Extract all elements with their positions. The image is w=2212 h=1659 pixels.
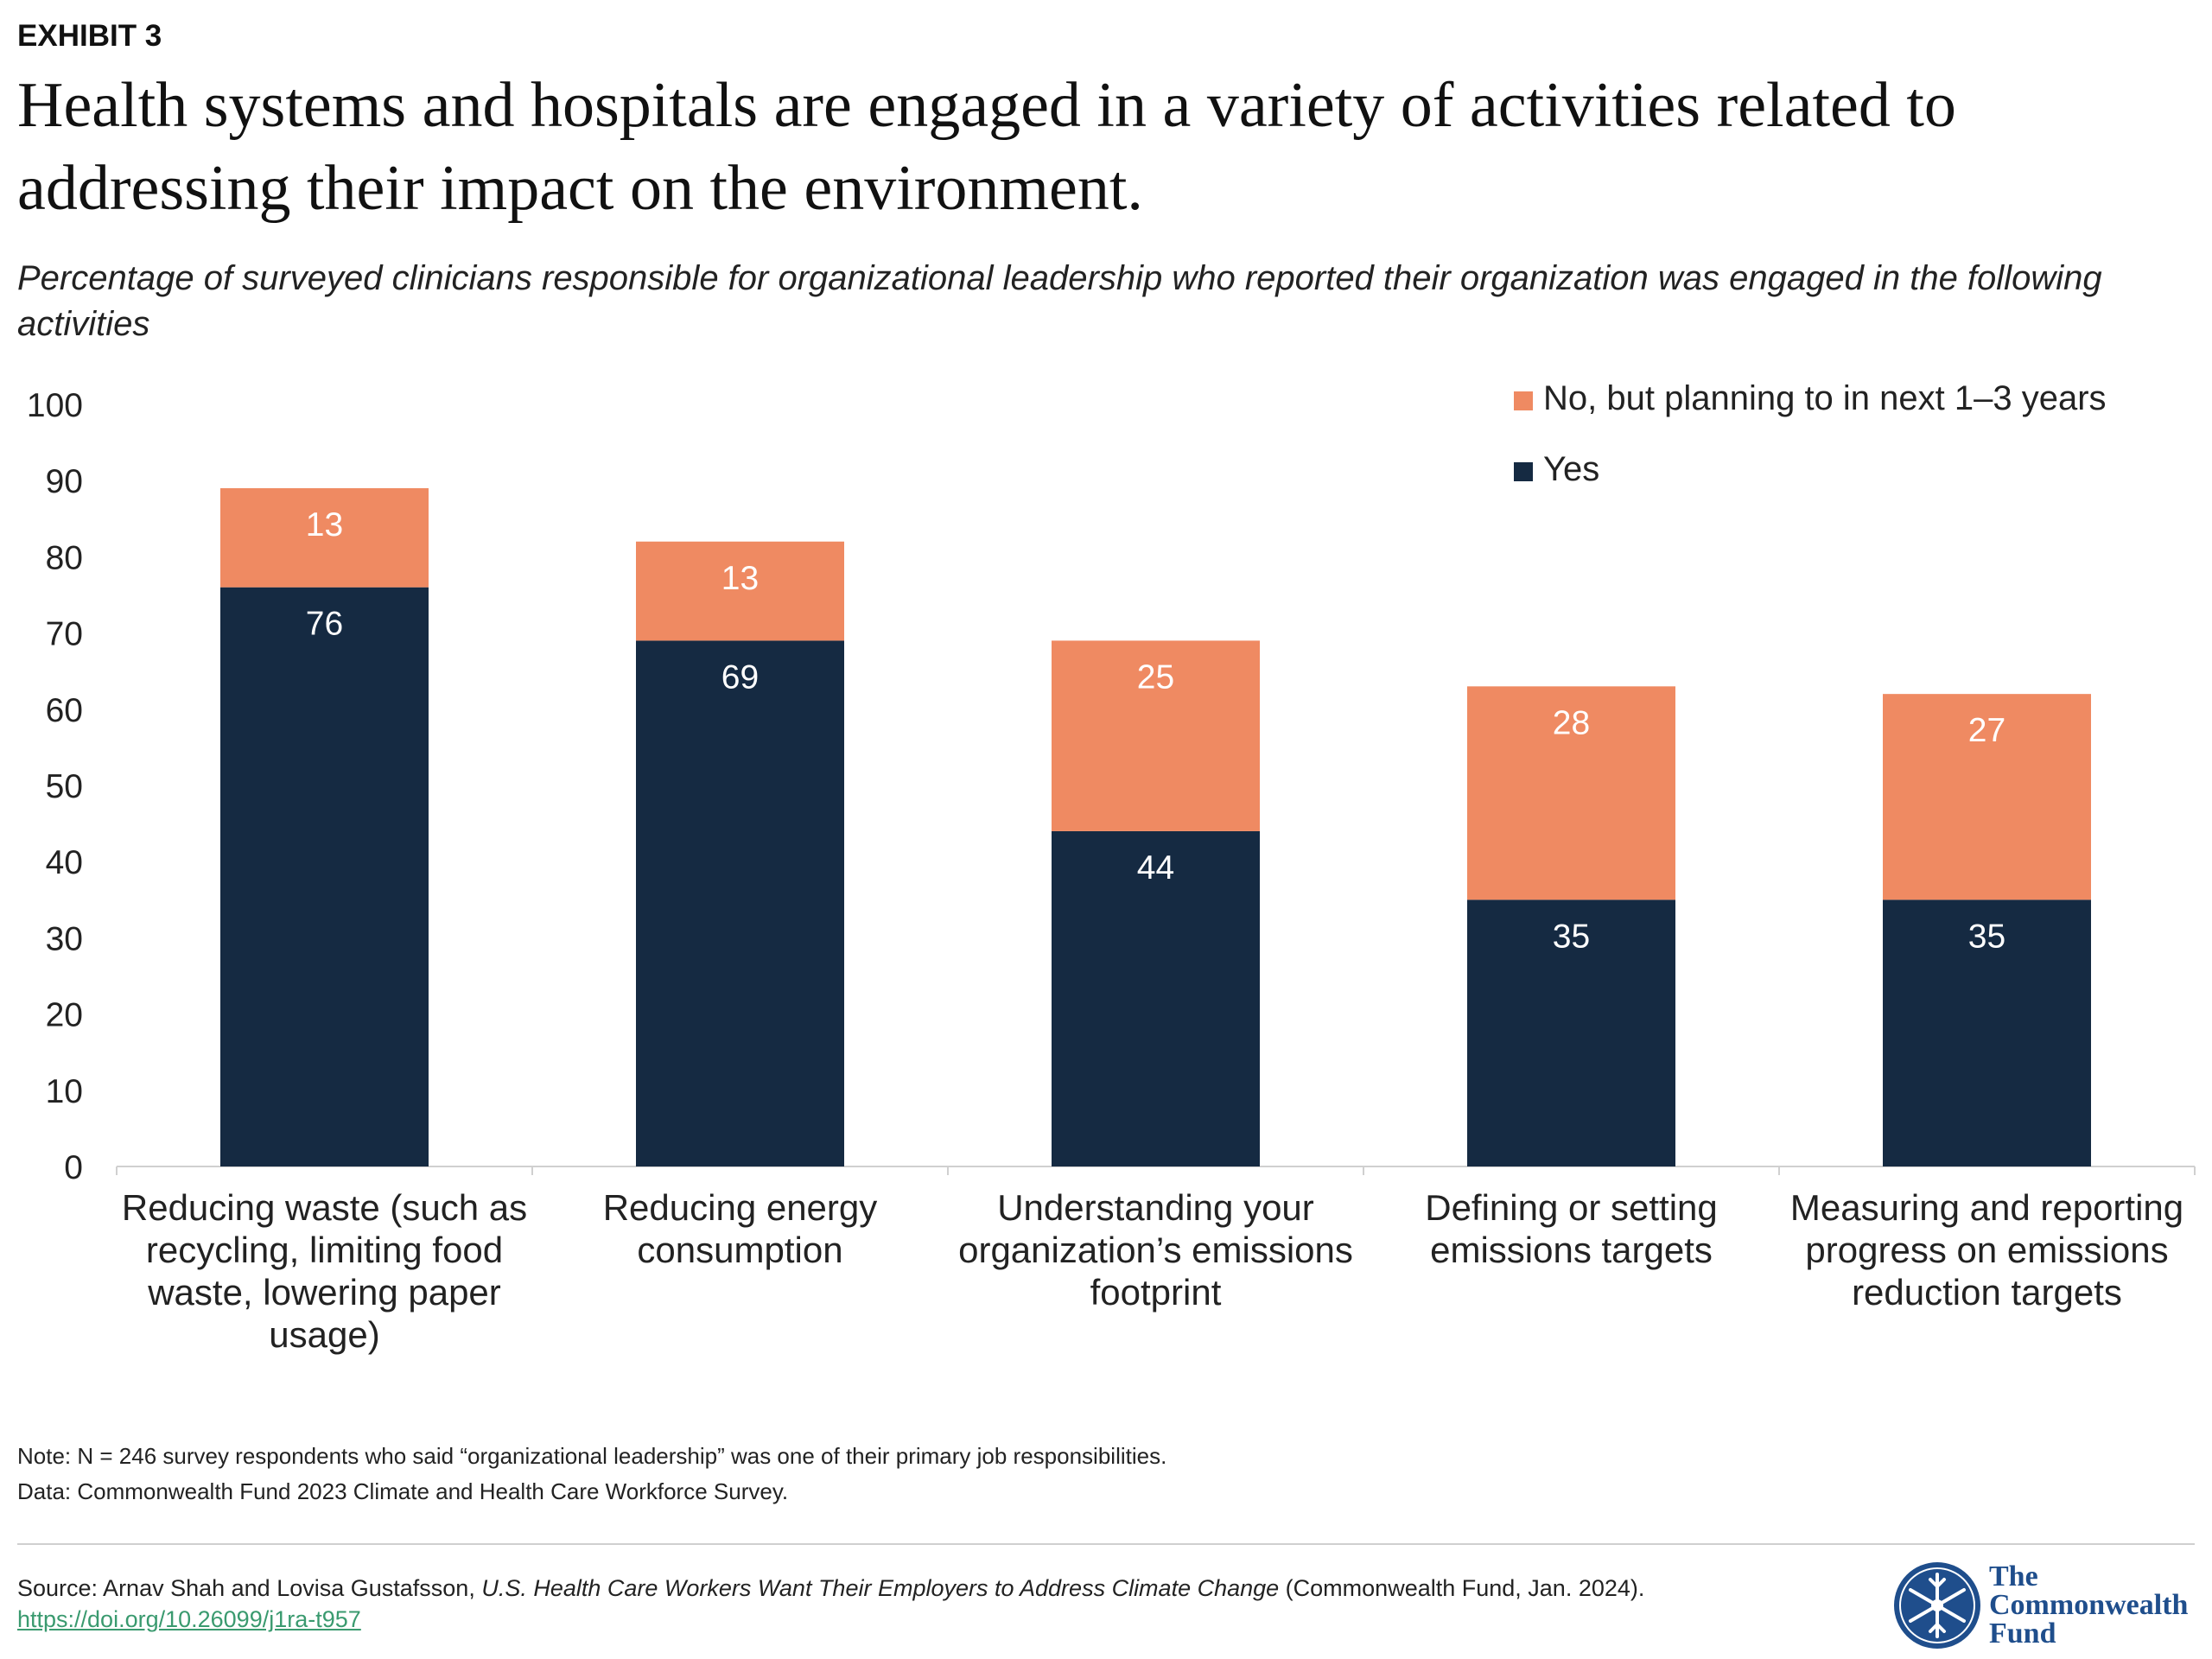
- logo-line-commonwealth: Commonwealth: [1989, 1589, 2189, 1621]
- note-text: Note: N = 246 survey respondents who sai…: [17, 1443, 1167, 1469]
- data-label: 76: [306, 606, 343, 643]
- data-label: 25: [1137, 658, 1174, 696]
- bar-planning-4: [1883, 694, 2091, 900]
- bar-planning-1: [636, 541, 844, 641]
- data-label: 44: [1137, 849, 1174, 887]
- data-label: 35: [1968, 918, 2005, 955]
- x-category-label: Defining or setting emissions targets: [1425, 1187, 1718, 1270]
- bar-yes-1: [636, 640, 844, 1166]
- x-category-label: Understanding your organization’s emissio…: [958, 1187, 1353, 1313]
- bar-yes-4: [1883, 899, 2091, 1166]
- y-tick-label: 90: [46, 463, 83, 500]
- exhibit-label: EXHIBIT 3: [17, 19, 162, 53]
- y-tick-label: 40: [46, 844, 83, 881]
- y-tick-label: 50: [46, 768, 83, 805]
- source-citation: Source: Arnav Shah and Lovisa Gustafsson…: [17, 1573, 1659, 1635]
- bar-planning-0: [220, 488, 429, 588]
- bar-planning-2: [1052, 640, 1260, 831]
- data-label: 13: [721, 560, 759, 597]
- logo-line-the: The: [1989, 1560, 2038, 1592]
- y-tick-label: 30: [46, 920, 83, 957]
- legend-label: Yes: [1543, 450, 1599, 488]
- y-tick-label: 80: [46, 539, 83, 576]
- footer-divider: [17, 1543, 2195, 1545]
- bar-yes-0: [220, 587, 429, 1166]
- commonwealth-fund-logo[interactable]: The Commonwealth Fund: [1892, 1560, 2203, 1656]
- x-category-label: Measuring and reporting progress on emiss…: [1790, 1187, 2183, 1313]
- bar-yes-2: [1052, 830, 1260, 1166]
- data-label: 69: [721, 658, 759, 696]
- chart-title: Health systems and hospitals are engaged…: [17, 70, 1956, 224]
- data-label: 27: [1968, 712, 2005, 749]
- source-suffix: (Commonwealth Fund, Jan. 2024).: [1279, 1575, 1645, 1601]
- data-source-text: Data: Commonwealth Fund 2023 Climate and…: [17, 1478, 789, 1504]
- stacked-bar-chart: 0 10 20 30 40 50 60 70 80 90 100 76 13 Reducing waste…: [27, 379, 2196, 1355]
- legend-swatch: [1514, 462, 1533, 481]
- logo-line-fund: Fund: [1989, 1618, 2056, 1649]
- y-tick-label: 0: [64, 1149, 83, 1186]
- snowflake-seal-icon: [1894, 1562, 1980, 1649]
- logo-wordmark: The Commonwealth Fund: [1989, 1560, 2189, 1649]
- source-prefix: Source: Arnav Shah and Lovisa Gustafsson…: [17, 1575, 482, 1601]
- y-tick-label: 20: [46, 997, 83, 1034]
- data-label: 28: [1553, 704, 1590, 741]
- x-category-label: Reducing waste (such as recycling, limiti…: [122, 1187, 527, 1355]
- y-tick-label: 70: [46, 616, 83, 653]
- source-work-title: U.S. Health Care Workers Want Their Empl…: [481, 1575, 1280, 1601]
- legend-label: No, but planning to in next 1–3 years: [1543, 379, 2107, 417]
- bar-planning-3: [1467, 686, 1675, 900]
- y-tick-label: 60: [46, 692, 83, 729]
- y-tick-label: 100: [27, 387, 83, 424]
- data-label: 35: [1553, 918, 1590, 955]
- source-doi-link[interactable]: https://doi.org/10.26099/j1ra-t957: [17, 1606, 361, 1632]
- x-category-label: Reducing energy consumption: [603, 1187, 878, 1270]
- chart-subtitle: Percentage of surveyed clinicians respon…: [17, 259, 2102, 343]
- bar-yes-3: [1467, 899, 1675, 1166]
- legend-swatch: [1514, 391, 1533, 410]
- y-tick-label: 10: [46, 1073, 83, 1110]
- data-label: 13: [306, 506, 343, 543]
